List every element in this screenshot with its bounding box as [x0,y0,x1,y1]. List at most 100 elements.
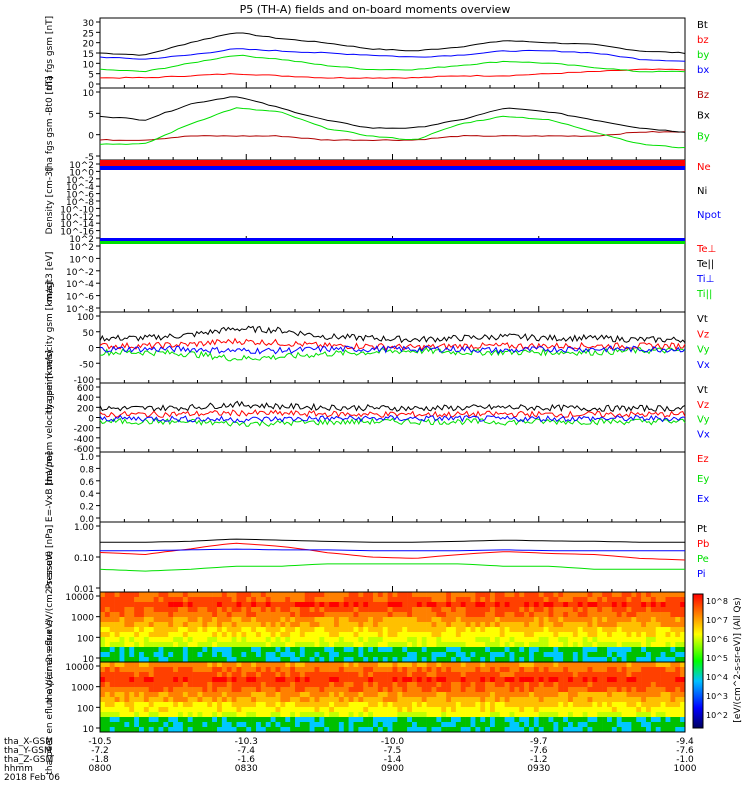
y-tick-label: 600 [77,384,94,394]
spectrogram-cell [514,642,520,648]
spectrogram-cell [207,662,213,668]
spectrogram-cell [451,712,457,718]
spectrogram-cell [153,702,159,708]
spectrogram-cell [568,592,574,598]
spectrogram-cell [246,712,252,718]
spectrogram-cell [524,657,530,663]
spectrogram-cell [329,702,335,708]
spectrogram-cell [275,612,281,618]
spectrogram-cell [163,607,169,613]
spectrogram-cell [139,667,145,673]
spectrogram-cell [407,692,413,698]
spectrogram-cell [314,652,320,658]
spectrogram-cell [134,662,140,668]
spectrogram-cell [221,622,228,628]
spectrogram-cell [563,657,569,663]
spectrogram-cell [621,647,627,653]
spectrogram-cell [582,687,588,693]
spectrogram-cell [680,647,686,653]
spectrogram-cell [299,727,306,733]
spectrogram-cell [168,607,174,613]
spectrogram-cell [572,637,579,643]
spectrogram-cell [577,707,583,713]
spectrogram-cell [607,627,613,633]
spectrogram-cell [680,622,686,628]
spectrogram-cell [119,687,125,693]
spectrogram-cell [607,722,613,728]
spectrogram-cell [251,597,257,603]
spectrogram-cell [139,612,145,618]
spectrogram-cell [182,607,189,613]
spectrogram-cell [251,682,257,688]
spectrogram-cell [387,602,393,608]
spectrogram-cell [285,707,291,713]
spectrogram-cell [309,727,315,733]
spectrogram-cell [363,717,369,723]
spectrogram-cell [226,627,232,633]
spectrogram-cell [475,687,481,693]
spectrogram-cell [100,657,106,663]
spectrogram-cell [382,627,388,633]
spectrogram-cell [655,627,661,633]
spectrogram-cell [368,712,374,718]
spectrogram-cell [114,617,120,623]
spectrogram-cell [109,697,115,703]
spectrogram-cell [275,687,281,693]
spectrogram-cell [494,717,501,723]
spectrogram-cell [587,697,593,703]
spectrogram-cell [499,602,505,608]
spectrogram-cell [680,687,686,693]
spectrogram-cell [441,642,447,648]
spectrogram-cell [251,657,257,663]
spectrogram-cell [197,652,203,658]
spectrogram-cell [134,692,140,698]
spectrogram-cell [314,602,320,608]
spectrogram-cell [275,637,281,643]
spectrogram-cell [124,632,130,638]
spectrogram-cell [563,632,569,638]
spectrogram-cell [275,622,281,628]
spectrogram-cell [519,702,525,708]
spectrogram-cell [494,632,501,638]
spectrogram-cell [231,717,237,723]
spectrogram-cell [421,607,427,613]
spectrogram-cell [373,652,379,658]
spectrogram-cell [421,712,427,718]
spectrogram-cell [368,632,374,638]
spectrogram-cell [285,597,291,603]
spectrogram-cell [470,692,476,698]
spectrogram-cell [572,647,579,653]
spectrogram-cell [139,672,145,678]
spectrogram-cell [104,707,111,713]
legend-entry: Vt [697,385,708,396]
spectrogram-cell [202,667,208,673]
spectrogram-cell [139,627,145,633]
spectrogram-cell [207,627,213,633]
spectrogram-cell [611,607,618,613]
spectrogram-cell [100,632,106,638]
spectrogram-cell [455,642,462,648]
spectrogram-cell [465,722,471,728]
spectrogram-cell [455,632,462,638]
spectrogram-cell [295,632,301,638]
spectrogram-cell [641,652,647,658]
spectrogram-cell [665,682,671,688]
spectrogram-cell [616,697,622,703]
spectrogram-cell [163,712,169,718]
spectrogram-cell [543,647,549,653]
spectrogram-cell [153,607,159,613]
spectrogram-cell [148,617,154,623]
spectrogram-cell [436,627,442,633]
spectrogram-cell [197,597,203,603]
spectrogram-cell [592,697,598,703]
spectrogram-cell [329,607,335,613]
y-gsm-value: -7.2 [91,746,109,756]
spectrogram-cell [494,602,501,608]
spectrogram-cell [100,702,106,708]
spectrogram-cell [636,602,642,608]
spectrogram-cell [182,662,189,668]
spectrogram-cell [285,657,291,663]
spectrogram-cell [553,712,559,718]
spectrogram-cell [426,657,432,663]
spectrogram-cell [158,597,164,603]
